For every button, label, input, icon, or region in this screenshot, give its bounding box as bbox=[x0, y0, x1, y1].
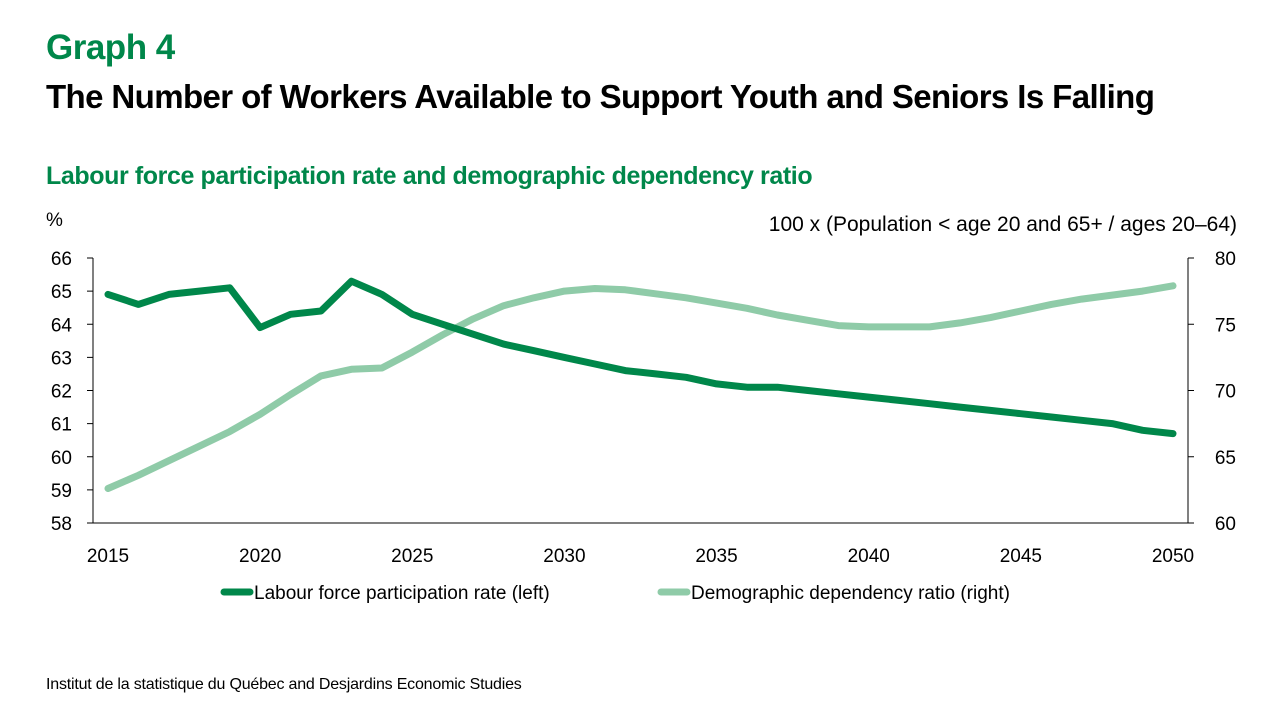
legend-label: Demographic dependency ratio (right) bbox=[691, 583, 1010, 604]
y-tick-label-right: 75 bbox=[1215, 315, 1236, 336]
y-tick-label-right: 60 bbox=[1215, 514, 1236, 535]
legend-item: Labour force participation rate (left) bbox=[220, 583, 550, 604]
y-tick-label-left: 65 bbox=[51, 282, 72, 303]
y-tick-label-right: 70 bbox=[1215, 382, 1236, 403]
x-tick-label: 2020 bbox=[239, 546, 281, 567]
x-tick-label: 2015 bbox=[87, 546, 129, 567]
x-tick-label: 2045 bbox=[1000, 546, 1042, 567]
series-line-participation-rate bbox=[104, 277, 1177, 438]
y-axis-right-label: 100 x (Population < age 20 and 65+ / age… bbox=[769, 213, 1237, 236]
series-line-dependency-ratio bbox=[104, 282, 1177, 492]
source-note: Institut de la statistique du Québec and… bbox=[46, 676, 522, 693]
page-title: The Number of Workers Available to Suppo… bbox=[46, 78, 1155, 115]
y-tick-label-left: 62 bbox=[51, 382, 72, 403]
y-tick-label-left: 63 bbox=[51, 348, 72, 369]
y-axis-left-label: % bbox=[46, 210, 63, 231]
y-tick-label-right: 65 bbox=[1215, 448, 1236, 469]
x-tick-label: 2050 bbox=[1152, 546, 1194, 567]
legend: Labour force participation rate (left) De… bbox=[220, 583, 1010, 604]
y-tick-label-right: 80 bbox=[1215, 249, 1236, 270]
x-tick-label: 2025 bbox=[391, 546, 433, 567]
series-layer bbox=[104, 277, 1177, 492]
graph-label: Graph 4 bbox=[46, 28, 175, 67]
y-tick-label-left: 61 bbox=[51, 415, 72, 436]
y-tick-label-left: 59 bbox=[51, 481, 72, 502]
x-tick-label: 2040 bbox=[848, 546, 890, 567]
x-tick-label: 2035 bbox=[695, 546, 737, 567]
y-tick-label-left: 60 bbox=[51, 448, 72, 469]
legend-item: Demographic dependency ratio (right) bbox=[657, 583, 1010, 604]
y-tick-label-left: 66 bbox=[51, 249, 72, 270]
y-tick-label-left: 58 bbox=[51, 514, 72, 535]
axes: 58 59 60 61 62 63 64 65 66 60 65 70 75 80 2015 2020 2025… bbox=[51, 249, 1236, 567]
y-tick-label-left: 64 bbox=[51, 315, 73, 336]
legend-label: Labour force participation rate (left) bbox=[254, 583, 550, 604]
x-tick-label: 2030 bbox=[543, 546, 585, 567]
chart-subtitle: Labour force participation rate and demo… bbox=[46, 162, 813, 190]
